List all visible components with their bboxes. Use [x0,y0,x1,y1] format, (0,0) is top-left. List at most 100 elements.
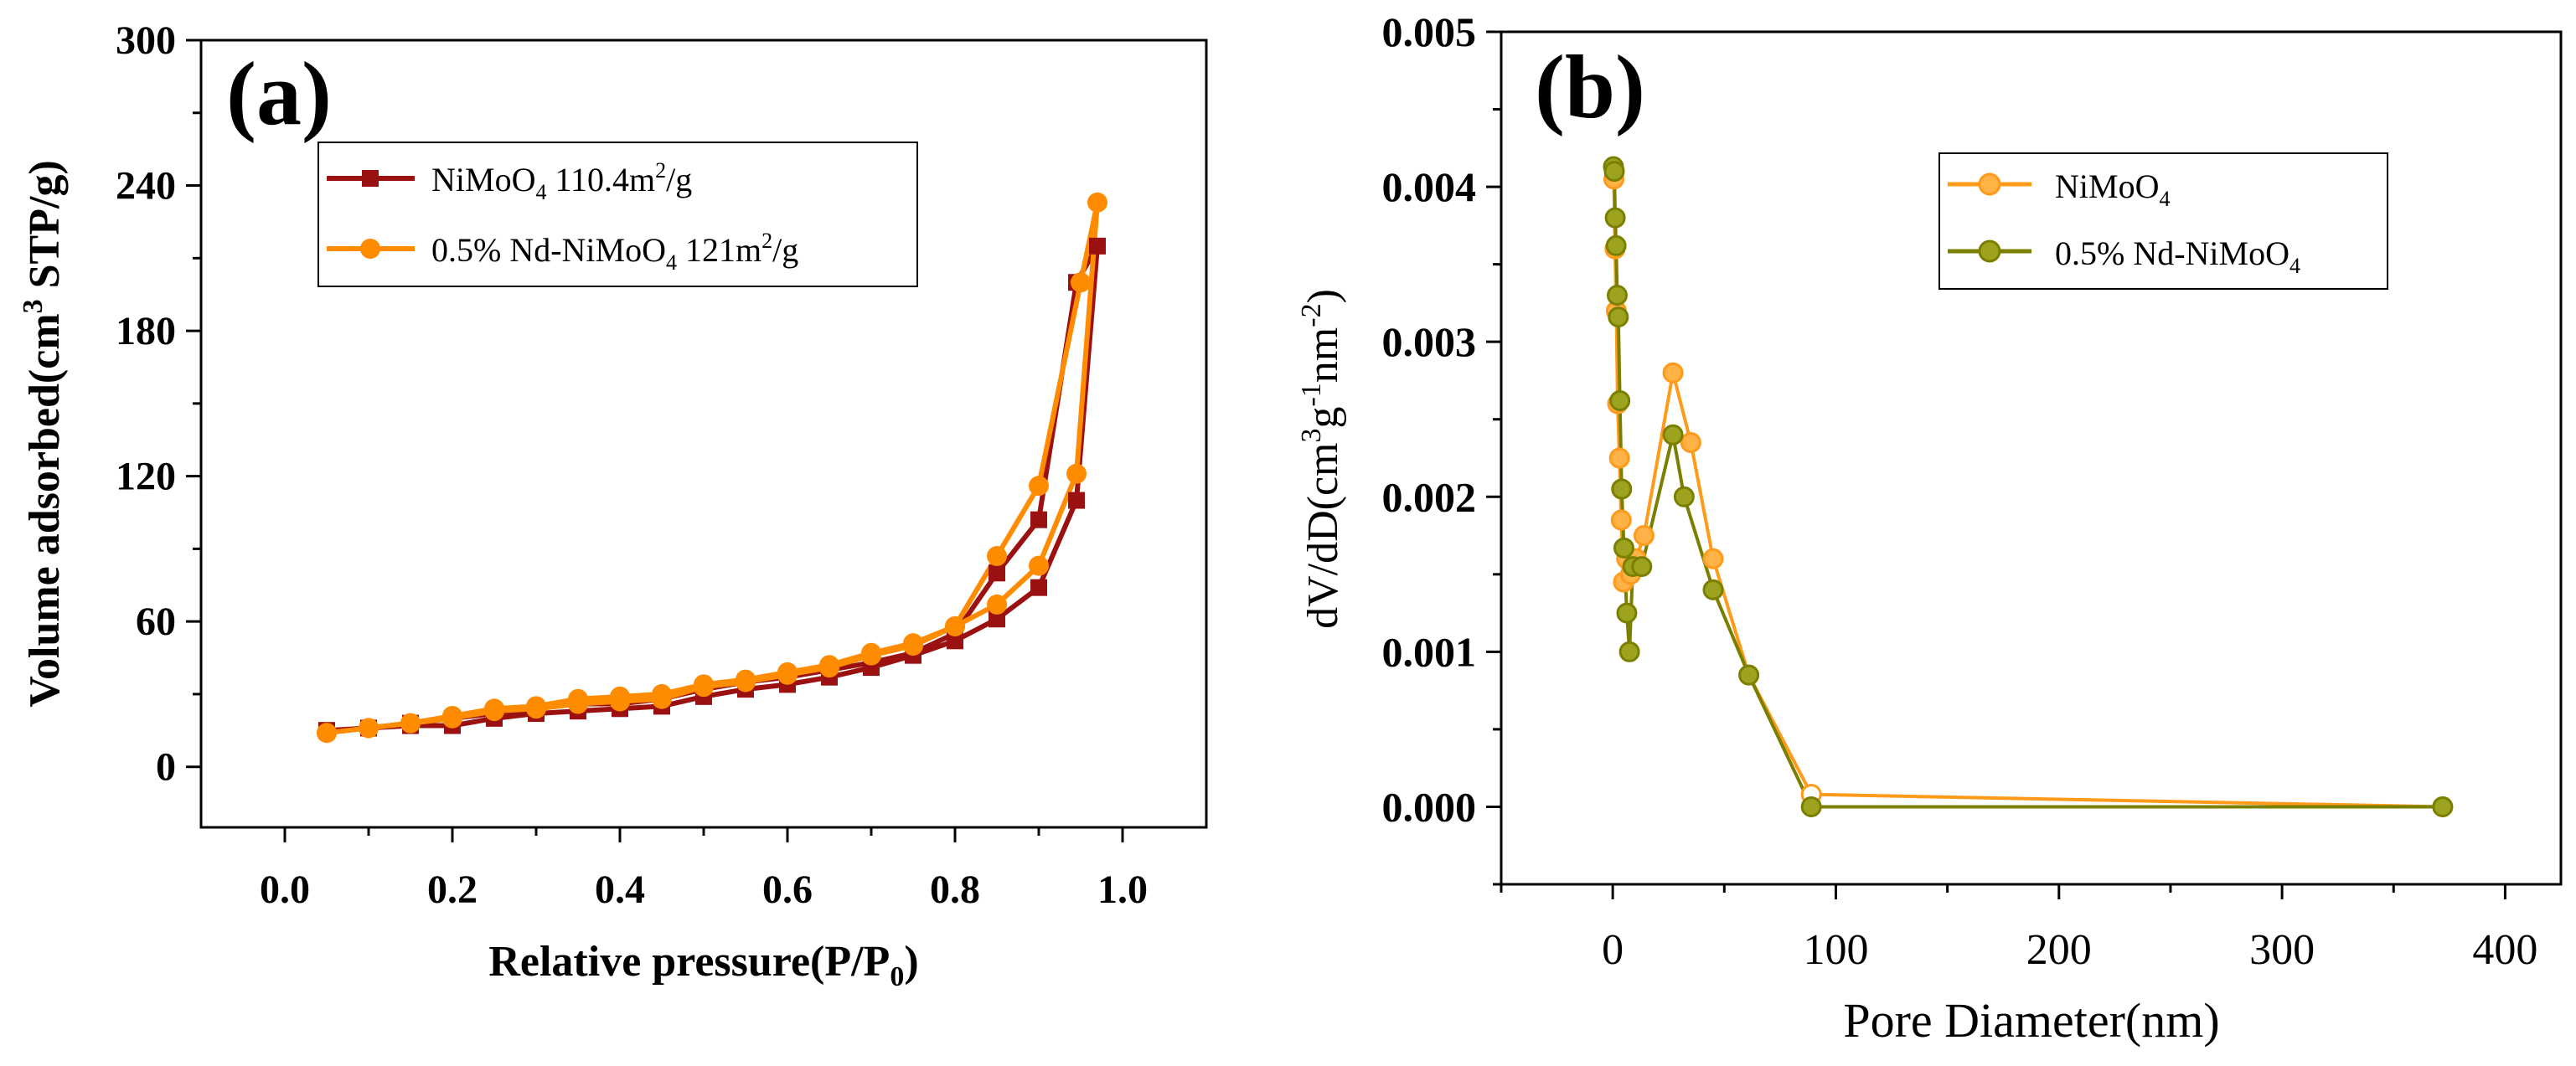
panel-b-series-2-point [1604,207,1626,229]
panel-a-legend-box [317,142,918,287]
panel-a-series-1-point [1030,579,1047,596]
panel-a-series-2-point [526,696,546,717]
panel-a-y-tick-label: 240 [116,164,176,209]
panel-b-series-2-point [1613,537,1634,559]
panel-b-x-tick-label: 100 [1803,926,1868,974]
panel-a-legend: NiMoO4 110.4m2/g 0.5% Nd-NiMoO4 121m2/g [317,142,918,287]
panel-a-y-tick-label: 60 [136,600,176,644]
panel-b-y-axis-label: dV/dD(cm3g-1nm-2) [1296,289,1347,629]
panel-a-series-2-point [1087,192,1107,213]
panel-a-series-2-point [610,686,630,707]
panel-b-x-tick-label: 400 [2472,926,2537,974]
panel-a-x-tick-label: 0.0 [260,868,310,912]
panel-a-series-2-point [736,669,756,690]
panel-a-series-2-point [1029,476,1049,497]
legend-a-s1-marker [362,170,379,187]
panel-a-series-1-line [326,243,1100,734]
panel-a-x-tick-label: 0.4 [595,868,645,912]
panel-a-series-1-point [989,610,1005,628]
panel-b-x-tick-label: 0 [1602,926,1624,974]
panel-b-chart: 0 100 200 300 400 0.000 0.001 0.002 0.003 0.004 0.… [1296,8,2563,1048]
panel-a-x-tick-label: 0.8 [930,868,980,912]
panel-b-y-tick-label: 0.002 [1382,473,1477,520]
legend-b-s2-marker [1978,239,2001,263]
panel-b-ticks: 0 100 200 300 400 0.000 0.001 0.002 0.003 0.004 0.… [1382,8,2538,974]
panel-a-series-1-point [989,564,1005,582]
panel-a-y-tick-label: 120 [116,455,176,499]
panel-b-series-1-point [1702,548,1724,569]
panel-a-series-2-point [945,615,965,636]
panel-b-x-tick-label: 300 [2249,926,2315,974]
panel-b-x-tick-label: 200 [2026,926,2092,974]
panel-a-series-2-point [694,674,714,695]
panel-a-series-2-point [317,723,337,744]
legend-b-s2-label: 0.5% Nd-NiMoO4 [2055,234,2300,278]
panel-b-series-2-point [1603,161,1625,183]
panel-a-series-2-point [1071,272,1091,293]
panel-a-x-tick-label: 0.6 [762,868,813,912]
panel-b-plot-frame [1500,30,2563,886]
panel-b-series-1-point [1608,447,1630,469]
panel-a-series-2-point [442,705,462,726]
panel-a-series-1-point [1030,511,1047,528]
panel-b-series-2-point [1662,424,1684,445]
panel-b-series-2-point [1605,234,1627,256]
panel-a-series-2-point [1066,463,1087,484]
panel-a-ticks: 0.0 0.2 0.4 0.6 0.8 1.0 0 60 120 180 240 300 [116,18,1148,912]
panel-a-series-2-point [987,546,1007,567]
legend-a-s2-marker [360,239,380,259]
panel-b-series-2-point [1800,796,1822,817]
panel-b-y-tick-label: 0.000 [1382,783,1477,830]
panel-b-series-2-point [1702,579,1724,600]
panel-a-chart: 0.0 0.2 0.4 0.6 0.8 1.0 0 60 120 180 240 300 (a) Re… [18,18,1208,992]
panel-a-series-2-point [484,698,504,719]
panel-b-series-2-point [1631,556,1653,578]
panel-b-series-1-point [1633,525,1655,547]
panel-b-x-axis-label: Pore Diameter(nm) [1843,993,2219,1048]
legend-a-s1-label: NiMoO4 110.4m2/g [431,158,692,204]
panel-b-series-2-point [1606,285,1628,306]
panel-a-series-2-point [568,688,588,709]
panel-b-y-tick-label: 0.004 [1382,163,1477,210]
panel-a-x-axis-label: Relative pressure(P/P0) [488,938,918,992]
panel-b-series-2-point [1616,602,1638,624]
legend-a-s2-label: 0.5% Nd-NiMoO4 121m2/g [431,229,798,275]
panel-a-series-2-point [1029,555,1049,576]
legend-b-s1-label: NiMoO4 [2055,167,2170,211]
panel-a-y-axis-label: Volume adsorbed(cm3 STP/g) [18,160,69,708]
panel-a-series-2-point [819,655,839,676]
panel-a-y-axis-label-main: Volume adsorbed(cm [21,313,69,707]
panel-a-series-2-point [987,594,1007,615]
panel-b-series-2-point [1673,486,1695,507]
legend-b-s1-marker [1978,173,2001,196]
panel-a-x-axis-label-sub: 0 [890,961,904,992]
panel-a-series [317,192,1107,744]
panel-a-series-1-point [1089,237,1106,255]
panel-a-series-2-point [400,713,421,734]
panel-b-series-1-point [1680,431,1701,453]
panel-a-y-tick-label: 180 [116,309,176,353]
panel-b-legend: NiMoO4 0.5% Nd-NiMoO4 [1938,152,2388,290]
panel-a-label: (a) [226,44,332,144]
panel-a-x-tick-label: 0.2 [427,868,478,912]
panel-b-y-tick-label: 0.003 [1382,318,1477,365]
panel-b-series [1603,156,2454,817]
panel-a-series-2-point [359,718,379,739]
panel-a-x-tick-label: 1.0 [1097,868,1148,912]
panel-a-y-tick-label: 0 [156,745,176,790]
panel-b-y-tick-label: 0.005 [1382,8,1477,55]
panel-a-series-2-point [652,683,672,704]
panel-b-series-2-point [1738,664,1760,686]
panel-b-series-2-point [1611,478,1633,500]
panel-b-label: (b) [1535,38,1645,137]
panel-b-series-1-point [1662,362,1684,384]
panel-a-x-axis-label-close: ) [904,938,918,986]
panel-b-series-2-point [1609,390,1631,412]
panel-b-series-2-point [2432,796,2454,817]
panel-a-series-1-point [1068,492,1085,509]
panel-b-y-tick-label: 0.001 [1382,628,1477,675]
panel-a-x-axis-label-main: Relative pressure(P/P [488,938,890,986]
panel-a-y-axis-label-rest: STP/g) [21,160,69,299]
panel-a-y-tick-label: 300 [116,18,176,63]
